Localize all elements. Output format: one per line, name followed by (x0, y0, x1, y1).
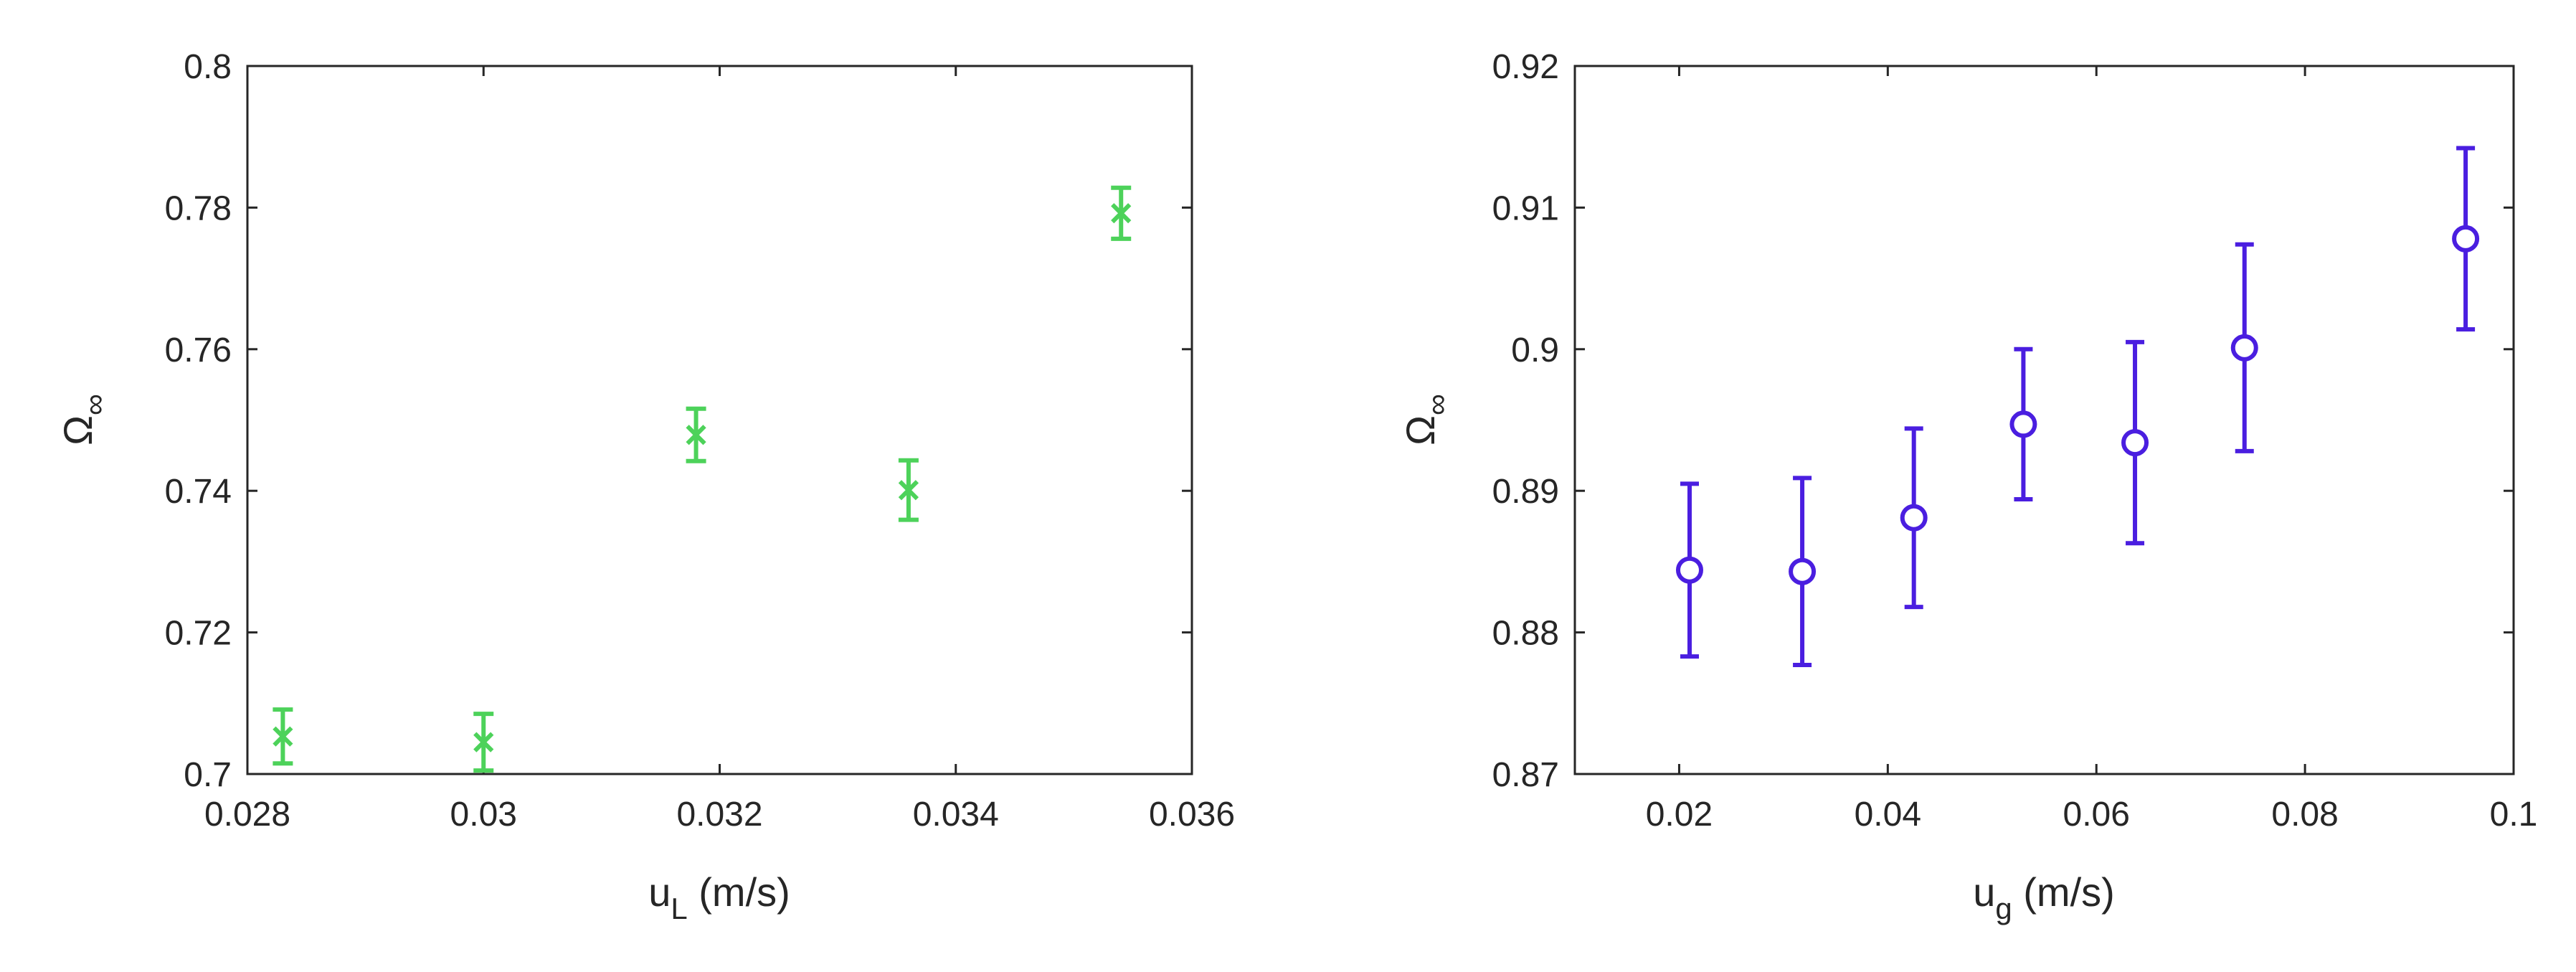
circle-marker (2230, 334, 2258, 362)
y-tick-label: 0.78 (165, 189, 232, 227)
data-point (473, 712, 494, 773)
data-point (2230, 242, 2258, 453)
y-tick-label: 0.74 (165, 473, 232, 511)
circle-marker (2009, 410, 2037, 438)
y-tick-labels-right: 0.87 0.88 0.89 0.9 0.91 0.92 (1492, 48, 1559, 794)
x-marker (1111, 203, 1132, 224)
tick-marks-left (246, 65, 1193, 775)
y-tick-label: 0.72 (165, 615, 232, 653)
circle-marker (2452, 225, 2480, 253)
y-tick-labels-left: 0.7 0.72 0.74 0.76 0.78 0.8 (165, 48, 232, 794)
circle-marker (1900, 504, 1928, 532)
data-point (686, 406, 706, 463)
x-tick-labels-right: 0.02 0.04 0.06 0.08 0.1 (1646, 796, 2538, 834)
x-tick-labels-left: 0.028 0.03 0.032 0.034 0.036 (204, 796, 1235, 834)
chart-right: 0.02 0.04 0.06 0.08 0.1 0.870.880.890.90.910… (1398, 48, 2537, 925)
plot-area-right (1573, 65, 2515, 775)
data-point (273, 707, 293, 766)
x-tick-label: 0.028 (204, 796, 290, 834)
y-tick-label: 0.76 (165, 331, 232, 369)
circle-marker (2121, 429, 2149, 457)
data-point (2009, 346, 2037, 502)
y-tick-label: 0.7 (184, 756, 232, 794)
data-point (2121, 339, 2149, 546)
x-axis-label-left: uL (m/s) (648, 869, 790, 925)
y-axis-label-right: Ω∞ (1398, 394, 1454, 445)
y-tick-label: 0.91 (1492, 189, 1559, 227)
data-point (1900, 426, 1928, 610)
x-axis-label-right: ug (m/s) (1973, 869, 2115, 925)
y-tick-label: 0.9 (1511, 331, 1559, 369)
x-tick-label: 0.034 (913, 796, 999, 834)
x-tick-label: 0.02 (1646, 796, 1713, 834)
y-tick-label: 0.8 (184, 48, 232, 86)
x-marker (898, 480, 919, 501)
data-point (2452, 146, 2480, 332)
x-tick-label: 0.03 (450, 796, 517, 834)
tick-marks-right (1575, 65, 2515, 775)
y-axis-label-left: Ω∞ (55, 394, 111, 445)
data-point (1789, 476, 1817, 668)
circle-marker (1789, 557, 1817, 585)
y-tick-label: 0.88 (1492, 615, 1559, 653)
x-marker (473, 732, 494, 752)
x-tick-label: 0.036 (1149, 796, 1235, 834)
data-point (898, 458, 919, 522)
x-marker (273, 726, 293, 747)
data-point (1111, 185, 1132, 241)
data-point (1675, 481, 1703, 659)
x-tick-label: 0.06 (2063, 796, 2130, 834)
data-points-left (273, 185, 1132, 773)
data-points-right (1675, 146, 2480, 668)
y-tick-label: 0.92 (1492, 48, 1559, 86)
x-tick-label: 0.04 (1855, 796, 1921, 834)
x-marker (686, 425, 706, 445)
y-tick-label: 0.89 (1492, 473, 1559, 511)
x-tick-label: 0.1 (2490, 796, 2538, 834)
x-tick-label: 0.08 (2271, 796, 2338, 834)
plot-area-left (246, 65, 1193, 775)
chart-left: 0.028 0.03 0.032 0.034 0.036 0.7 0.72 0.74 0.76… (55, 48, 1235, 925)
y-tick-label: 0.87 (1492, 756, 1559, 794)
circle-marker (1675, 556, 1703, 584)
x-tick-label: 0.032 (676, 796, 762, 834)
